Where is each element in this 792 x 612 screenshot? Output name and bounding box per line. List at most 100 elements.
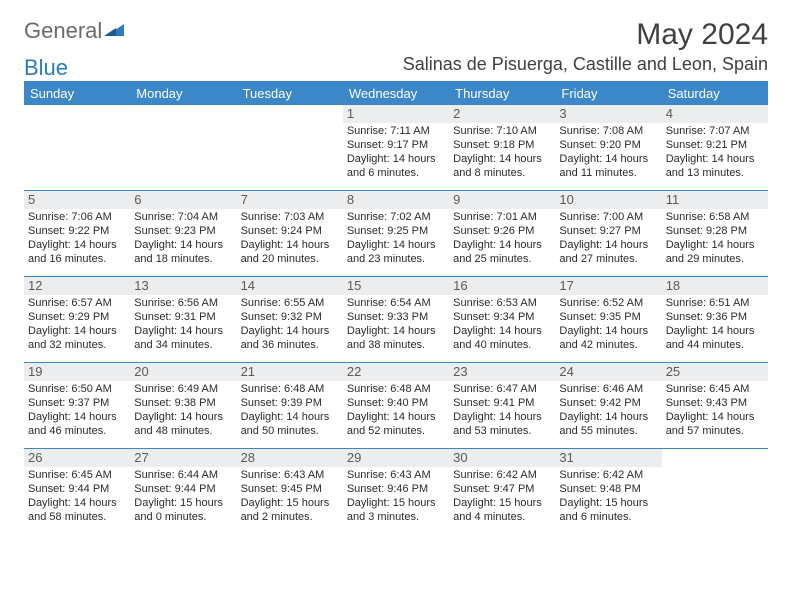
sunset-line: Sunset: 9:39 PM [241, 397, 339, 411]
page-title: May 2024 [636, 18, 768, 52]
calendar-cell [662, 449, 768, 535]
day-number: 2 [449, 105, 555, 123]
calendar-cell: 9Sunrise: 7:01 AMSunset: 9:26 PMDaylight… [449, 191, 555, 277]
daylight-line: Daylight: 14 hours and 53 minutes. [453, 411, 551, 439]
calendar-cell [237, 105, 343, 191]
calendar-cell: 20Sunrise: 6:49 AMSunset: 9:38 PMDayligh… [130, 363, 236, 449]
daylight-line: Daylight: 14 hours and 48 minutes. [134, 411, 232, 439]
day-number: 24 [555, 363, 661, 381]
calendar-cell: 25Sunrise: 6:45 AMSunset: 9:43 PMDayligh… [662, 363, 768, 449]
daylight-line: Daylight: 14 hours and 25 minutes. [453, 239, 551, 267]
sunset-line: Sunset: 9:40 PM [347, 397, 445, 411]
calendar-cell: 14Sunrise: 6:55 AMSunset: 9:32 PMDayligh… [237, 277, 343, 363]
calendar-cell: 28Sunrise: 6:43 AMSunset: 9:45 PMDayligh… [237, 449, 343, 535]
sunrise-line: Sunrise: 6:47 AM [453, 383, 551, 397]
sunset-line: Sunset: 9:27 PM [559, 225, 657, 239]
sunset-line: Sunset: 9:21 PM [666, 139, 764, 153]
sunrise-line: Sunrise: 6:58 AM [666, 211, 764, 225]
calendar-cell: 2Sunrise: 7:10 AMSunset: 9:18 PMDaylight… [449, 105, 555, 191]
daylight-line: Daylight: 14 hours and 23 minutes. [347, 239, 445, 267]
daylight-line: Daylight: 14 hours and 11 minutes. [559, 153, 657, 181]
calendar-cell: 11Sunrise: 6:58 AMSunset: 9:28 PMDayligh… [662, 191, 768, 277]
day-number: 15 [343, 277, 449, 295]
sunset-line: Sunset: 9:44 PM [28, 483, 126, 497]
day-number: 29 [343, 449, 449, 467]
day-number: 1 [343, 105, 449, 123]
day-number: 10 [555, 191, 661, 209]
sunset-line: Sunset: 9:35 PM [559, 311, 657, 325]
sunset-line: Sunset: 9:18 PM [453, 139, 551, 153]
day-number: 31 [555, 449, 661, 467]
sunrise-line: Sunrise: 6:42 AM [559, 469, 657, 483]
daylight-line: Daylight: 15 hours and 4 minutes. [453, 497, 551, 525]
sunrise-line: Sunrise: 7:06 AM [28, 211, 126, 225]
weekday-header: Sunday [24, 82, 130, 105]
sunset-line: Sunset: 9:17 PM [347, 139, 445, 153]
calendar-cell: 24Sunrise: 6:46 AMSunset: 9:42 PMDayligh… [555, 363, 661, 449]
weekday-header: Friday [555, 82, 661, 105]
calendar-cell: 21Sunrise: 6:48 AMSunset: 9:39 PMDayligh… [237, 363, 343, 449]
calendar-cell: 15Sunrise: 6:54 AMSunset: 9:33 PMDayligh… [343, 277, 449, 363]
sunrise-line: Sunrise: 6:57 AM [28, 297, 126, 311]
day-number: 16 [449, 277, 555, 295]
sunrise-line: Sunrise: 7:00 AM [559, 211, 657, 225]
weekday-header: Monday [130, 82, 236, 105]
calendar-cell: 1Sunrise: 7:11 AMSunset: 9:17 PMDaylight… [343, 105, 449, 191]
daylight-line: Daylight: 15 hours and 6 minutes. [559, 497, 657, 525]
calendar-cell: 8Sunrise: 7:02 AMSunset: 9:25 PMDaylight… [343, 191, 449, 277]
calendar-cell: 4 Sunrise: 7:07 AMSunset: 9:21 PMDaylight… [662, 105, 768, 191]
day-number: 11 [662, 191, 768, 209]
sunrise-line: Sunrise: 7:07 AM [666, 125, 764, 139]
daylight-line: Daylight: 14 hours and 36 minutes. [241, 325, 339, 353]
weekday-header: Wednesday [343, 82, 449, 105]
daylight-line: Daylight: 14 hours and 29 minutes. [666, 239, 764, 267]
sunset-line: Sunset: 9:24 PM [241, 225, 339, 239]
sunset-line: Sunset: 9:20 PM [559, 139, 657, 153]
sunrise-line: Sunrise: 6:43 AM [347, 469, 445, 483]
calendar-table: SundayMondayTuesdayWednesdayThursdayFrid… [24, 81, 768, 535]
calendar-cell: 10Sunrise: 7:00 AMSunset: 9:27 PMDayligh… [555, 191, 661, 277]
sunset-line: Sunset: 9:37 PM [28, 397, 126, 411]
sunrise-line: Sunrise: 6:42 AM [453, 469, 551, 483]
daylight-line: Daylight: 14 hours and 57 minutes. [666, 411, 764, 439]
daylight-line: Daylight: 15 hours and 2 minutes. [241, 497, 339, 525]
logo-icon [104, 18, 126, 44]
sunset-line: Sunset: 9:22 PM [28, 225, 126, 239]
sunset-line: Sunset: 9:45 PM [241, 483, 339, 497]
sunrise-line: Sunrise: 6:43 AM [241, 469, 339, 483]
sunset-line: Sunset: 9:34 PM [453, 311, 551, 325]
calendar-cell: 5Sunrise: 7:06 AMSunset: 9:22 PMDaylight… [24, 191, 130, 277]
calendar-cell: 31Sunrise: 6:42 AMSunset: 9:48 PMDayligh… [555, 449, 661, 535]
daylight-line: Daylight: 14 hours and 50 minutes. [241, 411, 339, 439]
daylight-line: Daylight: 14 hours and 18 minutes. [134, 239, 232, 267]
calendar-cell: 23Sunrise: 6:47 AMSunset: 9:41 PMDayligh… [449, 363, 555, 449]
day-number: 4 [662, 105, 768, 123]
weekday-header: Tuesday [237, 82, 343, 105]
day-number: 3 [555, 105, 661, 123]
day-number: 22 [343, 363, 449, 381]
day-number: 20 [130, 363, 236, 381]
day-number: 30 [449, 449, 555, 467]
daylight-line: Daylight: 14 hours and 32 minutes. [28, 325, 126, 353]
daylight-line: Daylight: 14 hours and 34 minutes. [134, 325, 232, 353]
logo-text-1: General [24, 18, 102, 44]
calendar-cell: 13Sunrise: 6:56 AMSunset: 9:31 PMDayligh… [130, 277, 236, 363]
daylight-line: Daylight: 14 hours and 8 minutes. [453, 153, 551, 181]
daylight-line: Daylight: 14 hours and 38 minutes. [347, 325, 445, 353]
day-number: 23 [449, 363, 555, 381]
sunset-line: Sunset: 9:33 PM [347, 311, 445, 325]
calendar-cell: 12Sunrise: 6:57 AMSunset: 9:29 PMDayligh… [24, 277, 130, 363]
calendar-cell: 17Sunrise: 6:52 AMSunset: 9:35 PMDayligh… [555, 277, 661, 363]
sunrise-line: Sunrise: 6:56 AM [134, 297, 232, 311]
day-number: 6 [130, 191, 236, 209]
day-number: 19 [24, 363, 130, 381]
sunrise-line: Sunrise: 6:49 AM [134, 383, 232, 397]
sunrise-line: Sunrise: 6:53 AM [453, 297, 551, 311]
sunrise-line: Sunrise: 6:44 AM [134, 469, 232, 483]
daylight-line: Daylight: 14 hours and 13 minutes. [666, 153, 764, 181]
daylight-line: Daylight: 14 hours and 44 minutes. [666, 325, 764, 353]
sunrise-line: Sunrise: 6:51 AM [666, 297, 764, 311]
sunrise-line: Sunrise: 7:04 AM [134, 211, 232, 225]
sunset-line: Sunset: 9:26 PM [453, 225, 551, 239]
sunset-line: Sunset: 9:44 PM [134, 483, 232, 497]
